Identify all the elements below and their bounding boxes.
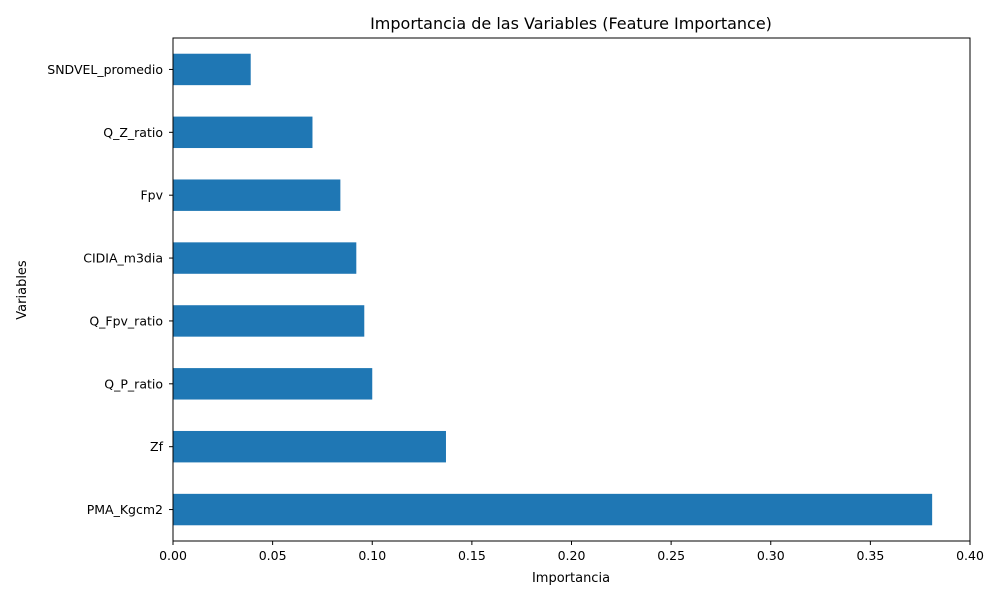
bar-Fpv <box>173 179 341 211</box>
x-tick-label: 0.30 <box>757 548 785 563</box>
bar-Q_P_ratio <box>173 368 373 400</box>
plot-frame <box>172 37 971 542</box>
chart-title: Importancia de las Variables (Feature Im… <box>370 14 772 33</box>
x-tick-label: 0.35 <box>856 548 884 563</box>
x-axis-label: Importancia <box>532 571 610 586</box>
y-tick-label: PMA_Kgcm2 <box>87 502 163 517</box>
bar-Q_Z_ratio <box>173 116 313 149</box>
bar-PMA_Kgcm2 <box>173 493 933 526</box>
x-axis: 0.00 0.05 0.10 0.15 0.20 0.25 0.30 0.35 0.40 <box>159 541 984 563</box>
y-tick-label: Zf <box>150 439 164 454</box>
x-tick-label: 0.05 <box>259 548 287 563</box>
y-tick-label: Q_P_ratio <box>104 376 163 391</box>
x-tick-label: 0.25 <box>657 548 685 563</box>
x-tick-label: 0.00 <box>159 548 187 563</box>
y-tick-label: CIDIA_m3dia <box>83 251 163 266</box>
y-axis-label: Variables <box>15 260 30 320</box>
x-tick-label: 0.20 <box>558 548 586 563</box>
y-axis: PMA_Kgcm2 Zf Q_P_ratio Q_Fpv_ratio CIDIA_m3d… <box>47 62 173 517</box>
y-tick-label: Q_Fpv_ratio <box>89 313 163 328</box>
bars-layer <box>173 53 933 526</box>
bar-Q_Fpv_ratio <box>173 305 365 337</box>
y-tick-label: Q_Z_ratio <box>103 125 163 140</box>
y-tick-label: SNDVEL_promedio <box>47 62 163 77</box>
y-tick-label: Fpv <box>140 188 163 203</box>
bar-CIDIA_m3dia <box>173 242 357 274</box>
bar-SNDVEL_promedio <box>173 53 251 86</box>
x-tick-label: 0.15 <box>458 548 486 563</box>
x-tick-label: 0.10 <box>358 548 386 563</box>
x-tick-label: 0.40 <box>956 548 984 563</box>
bar-Zf <box>173 430 446 463</box>
